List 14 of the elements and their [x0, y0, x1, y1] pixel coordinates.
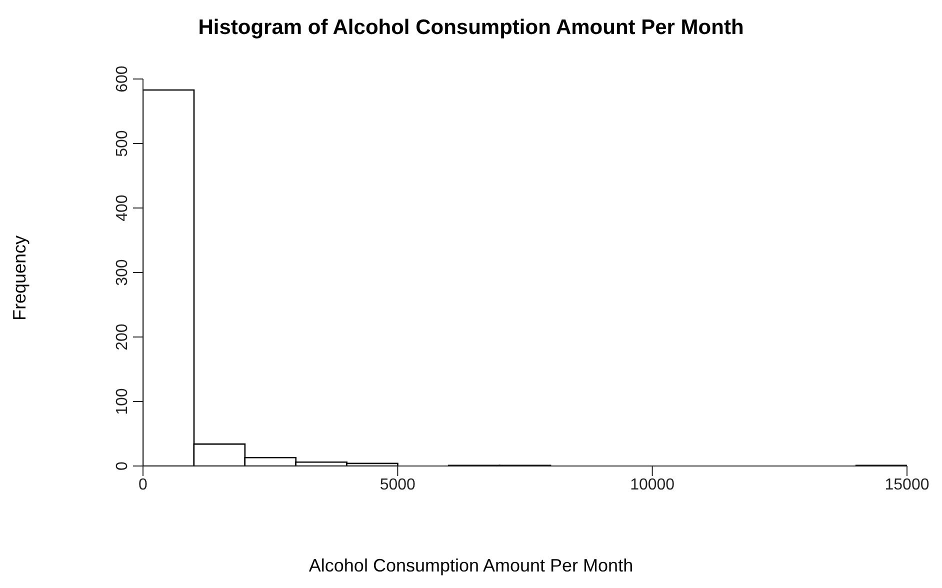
x-tick-label: 10000 — [630, 476, 675, 494]
y-tick-label: 400 — [114, 194, 131, 222]
x-axis-title: Alcohol Consumption Amount Per Month — [308, 556, 634, 576]
x-tick-label: 0 — [138, 476, 148, 494]
y-tick-label: 300 — [114, 259, 131, 286]
y-tick-label: 200 — [114, 324, 131, 350]
chart-title: Histogram of Alcohol Consumption Amount Per Month — [197, 16, 745, 40]
y-tick-label: 0 — [114, 461, 131, 470]
y-tick-label: 600 — [114, 66, 131, 92]
x-tick-label: 5000 — [380, 476, 416, 494]
y-tick-label: 100 — [114, 388, 131, 415]
y-axis-title: Frequency — [10, 235, 30, 321]
y-tick-label: 500 — [114, 130, 131, 157]
x-tick-label: 15000 — [884, 476, 930, 494]
